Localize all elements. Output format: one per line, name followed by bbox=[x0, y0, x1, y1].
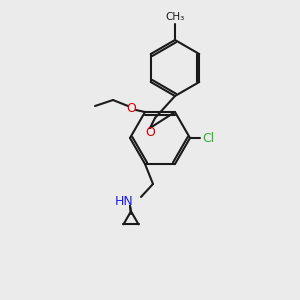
Text: Cl: Cl bbox=[202, 131, 214, 145]
Text: HN: HN bbox=[114, 196, 133, 208]
Text: O: O bbox=[126, 101, 136, 115]
Text: CH₃: CH₃ bbox=[165, 12, 184, 22]
Text: O: O bbox=[145, 125, 155, 139]
